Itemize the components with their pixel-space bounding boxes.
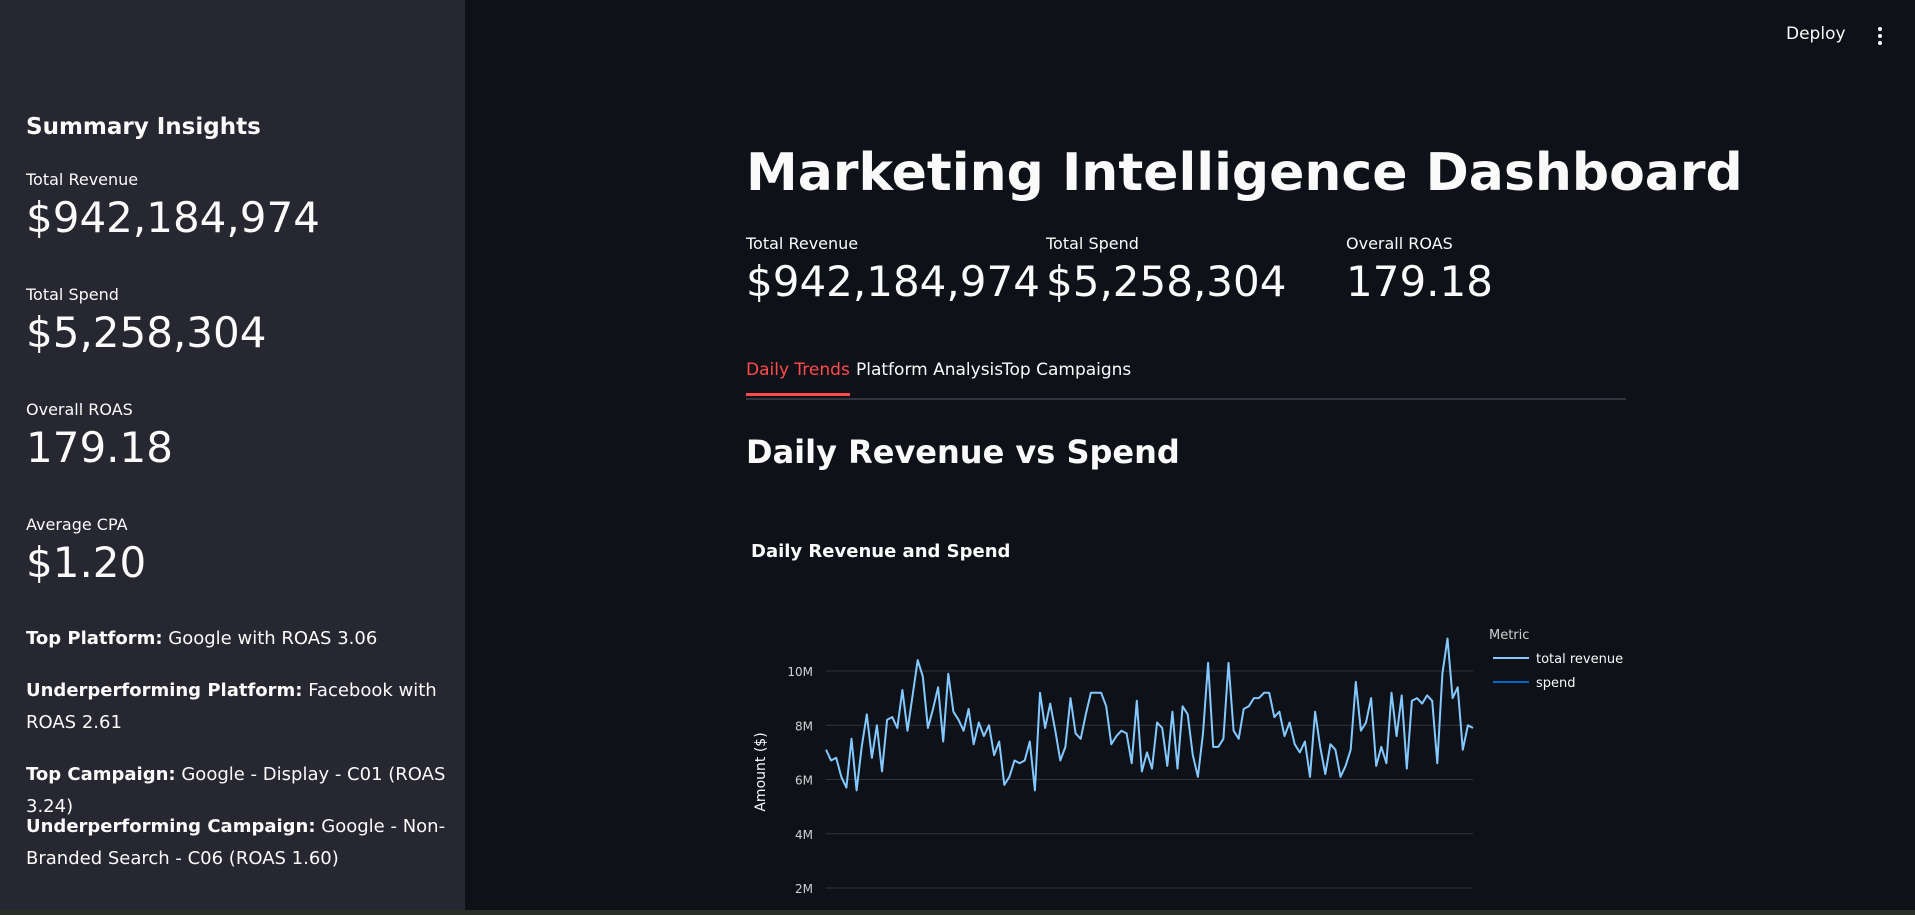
revenue-spend-chart[interactable]: Daily Revenue and Spend 2M 4M 6M 8M 10M Amount… xyxy=(746,520,1646,910)
metric-label: Overall ROAS xyxy=(1346,234,1453,253)
tab-bar: Daily Trends Platform Analysis Top Campa… xyxy=(746,358,1626,400)
page-title: Marketing Intelligence Dashboard xyxy=(746,143,1743,203)
chart-title: Daily Revenue and Spend xyxy=(751,541,1010,562)
main-metric-total-spend: Total Spend $5,258,304 xyxy=(1046,234,1286,305)
y-tick-label: 8M xyxy=(795,719,813,733)
metric-label: Total Spend xyxy=(26,285,119,304)
sidebar: Summary Insights Total Revenue $942,184,… xyxy=(0,0,465,910)
sidebar-metric-total-revenue: Total Revenue $942,184,974 xyxy=(26,170,320,241)
section-title: Daily Revenue vs Spend xyxy=(746,433,1180,471)
deploy-button[interactable]: Deploy xyxy=(1786,24,1846,44)
legend-label: spend xyxy=(1536,676,1576,691)
metric-label: Total Revenue xyxy=(26,170,139,189)
tab-daily-trends[interactable]: Daily Trends xyxy=(746,360,850,396)
insight-key: Top Platform: xyxy=(26,628,163,649)
insight-underperforming-campaign: Underperforming Campaign: Google - Non-B… xyxy=(26,811,446,875)
y-axis-label: Amount ($) xyxy=(753,732,769,811)
insight-top-campaign: Top Campaign: Google - Display - C01 (RO… xyxy=(26,759,446,823)
y-tick-label: 2M xyxy=(795,882,813,896)
insight-text: Google with ROAS 3.06 xyxy=(168,628,378,649)
metric-label: Overall ROAS xyxy=(26,400,133,419)
sidebar-metric-total-spend: Total Spend $5,258,304 xyxy=(26,285,266,356)
insight-key: Underperforming Campaign: xyxy=(26,816,316,837)
more-menu-icon[interactable] xyxy=(1874,27,1886,47)
insight-underperforming-platform: Underperforming Platform: Facebook with … xyxy=(26,675,446,739)
legend-label: total revenue xyxy=(1536,652,1623,667)
y-tick-label: 6M xyxy=(795,774,813,788)
metric-value: $942,184,974 xyxy=(746,257,1040,306)
metric-value: $5,258,304 xyxy=(1046,257,1287,306)
metric-value: $1.20 xyxy=(26,538,147,587)
insight-key: Top Campaign: xyxy=(26,764,176,785)
insight-text: Facebook with ROAS 2.61 xyxy=(26,680,437,733)
y-tick-label: 10M xyxy=(787,665,813,679)
metric-value: 179.18 xyxy=(26,423,173,472)
insight-text: Google - Display - C01 (ROAS 3.24) xyxy=(26,764,446,817)
metric-value: 179.18 xyxy=(1346,257,1493,306)
insight-top-platform: Top Platform: Google with ROAS 3.06 xyxy=(26,623,446,655)
metric-label: Total Spend xyxy=(1046,234,1139,253)
insight-key: Underperforming Platform: xyxy=(26,680,303,701)
main-metric-overall-roas: Overall ROAS 179.18 xyxy=(1346,234,1493,305)
bottom-strip xyxy=(0,910,1915,915)
sidebar-title: Summary Insights xyxy=(26,114,261,140)
metric-value: $942,184,974 xyxy=(26,193,320,242)
legend-title: Metric xyxy=(1489,628,1529,643)
metric-label: Total Revenue xyxy=(746,234,859,253)
sidebar-metric-overall-roas: Overall ROAS 179.18 xyxy=(26,400,173,471)
metric-value: $5,258,304 xyxy=(26,308,267,357)
sidebar-metric-average-cpa: Average CPA $1.20 xyxy=(26,515,146,586)
metric-label: Average CPA xyxy=(26,515,128,534)
main-metric-total-revenue: Total Revenue $942,184,974 xyxy=(746,234,1040,305)
insight-text: Google - Non-Branded Search - C06 (ROAS … xyxy=(26,816,446,869)
tab-platform-analysis[interactable]: Platform Analysis xyxy=(856,360,1004,380)
tab-top-campaigns[interactable]: Top Campaigns xyxy=(1002,360,1132,380)
y-tick-label: 4M xyxy=(795,828,813,842)
series-line-total-revenue xyxy=(825,637,1474,792)
chart-svg: Daily Revenue and Spend 2M 4M 6M 8M 10M Amount… xyxy=(751,541,1623,896)
